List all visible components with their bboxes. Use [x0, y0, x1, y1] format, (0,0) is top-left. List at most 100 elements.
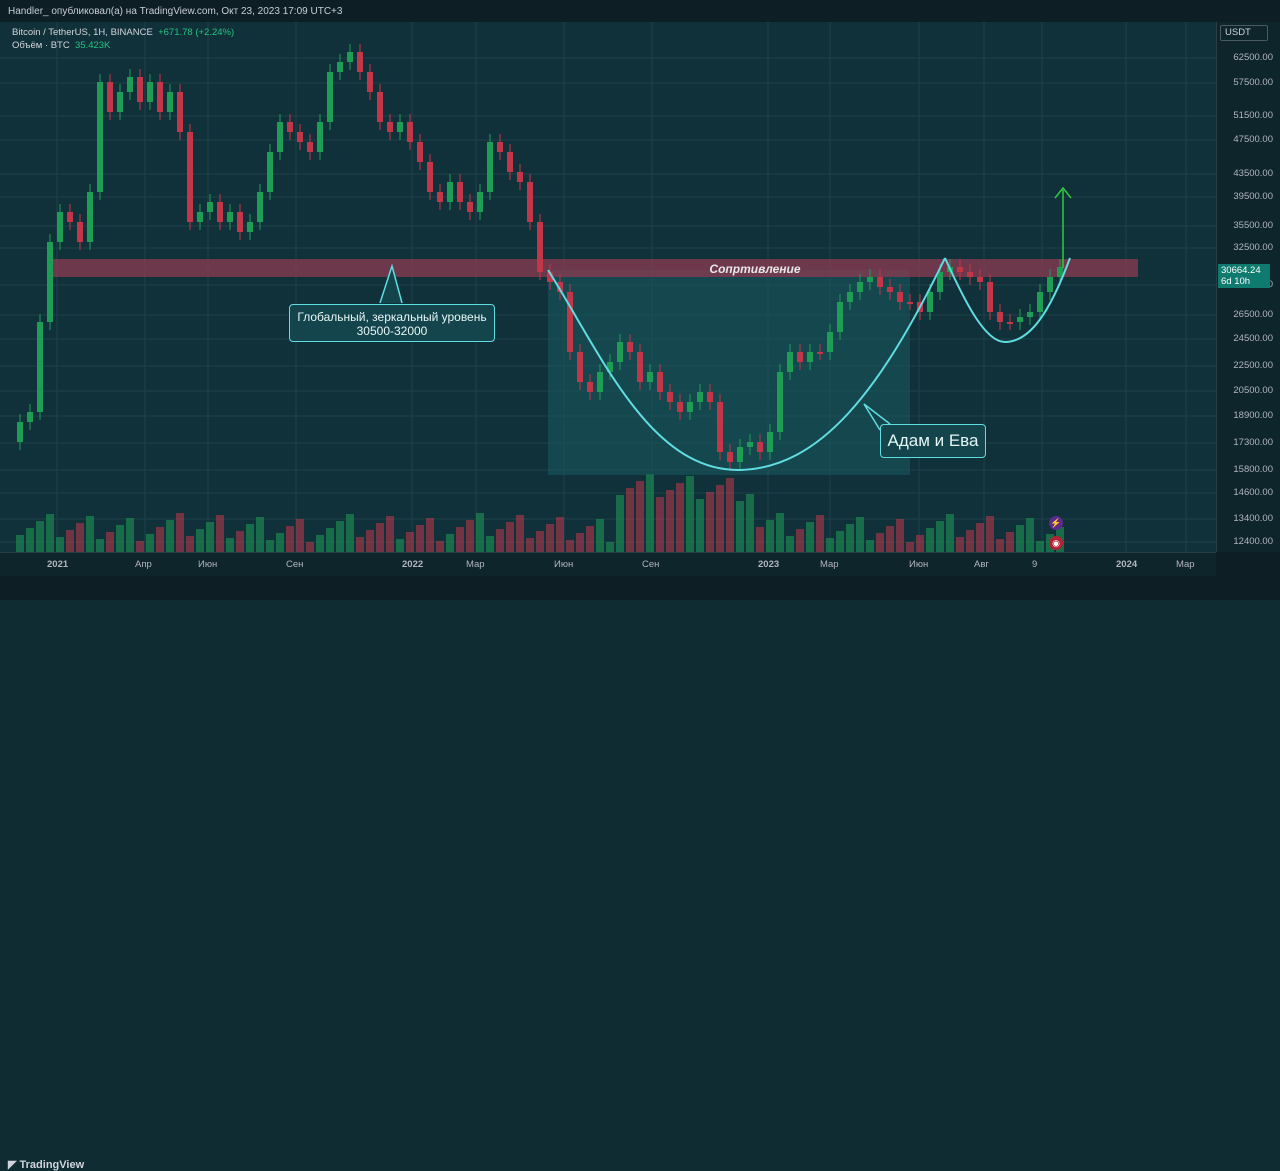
candle-body [417, 142, 423, 162]
candle-body [377, 92, 383, 122]
volume-bar [816, 515, 824, 552]
price-tick: 13400.00 [1233, 513, 1273, 524]
volume-bar [356, 537, 364, 552]
price-chart[interactable] [0, 22, 1216, 552]
candle-body [977, 277, 983, 282]
volume-bar [306, 542, 314, 552]
candle-body [97, 82, 103, 192]
candle-body [797, 352, 803, 362]
time-tick: Сен [286, 559, 304, 570]
price-tick: 20500.00 [1233, 385, 1273, 396]
volume-bar [1016, 525, 1024, 552]
volume-bar [446, 534, 454, 552]
volume-bar [656, 497, 664, 552]
candle-body [1007, 322, 1013, 324]
volume-bar [996, 539, 1004, 552]
adam-eve-eve-line [944, 257, 1071, 344]
candle-body [647, 372, 653, 382]
volume-bar [846, 524, 854, 552]
candle-body [787, 352, 793, 372]
candle-body [177, 92, 183, 132]
price-tick: 26500.00 [1233, 309, 1273, 320]
volume-bar [666, 490, 674, 552]
volume-bar [186, 536, 194, 552]
volume-bar [496, 529, 504, 552]
chart-legend: Bitcoin / TetherUS, 1H, BINANCE +671.78 … [12, 26, 234, 52]
volume-bar [96, 539, 104, 552]
candle-body [757, 442, 763, 452]
volume-bar [426, 518, 434, 552]
volume-bar [826, 538, 834, 552]
volume-bar [26, 528, 34, 552]
candle-body [697, 392, 703, 402]
time-tick: Июн [909, 559, 929, 570]
candle-body [867, 277, 873, 282]
volume-bar [436, 541, 444, 552]
volume-bar [796, 529, 804, 552]
price-tick: 62500.00 [1233, 52, 1273, 63]
volume-bar [176, 513, 184, 552]
level-callout[interactable]: Глобальный, зеркальный уровень 30500-320… [289, 304, 495, 342]
volume-bar [956, 537, 964, 552]
candle-body [707, 392, 713, 402]
volume-bar [466, 520, 474, 552]
pattern-callout[interactable]: Адам и Ева [880, 424, 986, 458]
candle-body [627, 342, 633, 352]
level-callout-pointer [379, 263, 403, 304]
volume-bar [986, 516, 994, 552]
price-tick: 35500.00 [1233, 220, 1273, 231]
candle-body [467, 202, 473, 212]
candle-body [597, 372, 603, 392]
price-tick: 51500.00 [1233, 110, 1273, 121]
volume-bar [716, 485, 724, 552]
volume-bar [546, 524, 554, 552]
candle-body [497, 142, 503, 152]
volume-bar [346, 514, 354, 552]
time-axis[interactable]: 2021 Апр Июн Сен 2022 Мар Июн Сен 2023 Мар Июн Авг 9… [0, 552, 1216, 577]
volume-bar [646, 474, 654, 552]
flash-icon[interactable]: ⚡ [1049, 516, 1063, 530]
candle-body [27, 412, 33, 422]
time-tick: Мар [466, 559, 485, 570]
volume-bar [416, 525, 424, 552]
volume-bar [936, 521, 944, 552]
volume-bar [316, 535, 324, 552]
candle-body [677, 402, 683, 412]
currency-button[interactable]: USDT [1220, 25, 1268, 41]
candle-body [557, 282, 563, 292]
volume-bar [786, 536, 794, 552]
volume-bar [746, 494, 754, 552]
candle-body [207, 202, 213, 212]
volume-bar [976, 523, 984, 552]
price-change: +671.78 (+2.24%) [158, 27, 235, 38]
candle-body [667, 392, 673, 402]
volume-value: 35.423K [75, 40, 111, 51]
volume-bar [376, 523, 384, 552]
candle-body [387, 122, 393, 132]
volume-bar [396, 539, 404, 552]
volume-bar [586, 526, 594, 552]
candle-body [247, 222, 253, 232]
flag-icon[interactable]: ◉ [1049, 536, 1063, 550]
price-tick: 57500.00 [1233, 77, 1273, 88]
time-tick: Авг [974, 559, 989, 570]
volume-bar [1006, 532, 1014, 552]
candle-body [67, 212, 73, 222]
price-tick: 47500.00 [1233, 134, 1273, 145]
candle-body [287, 122, 293, 132]
volume-bar [286, 526, 294, 552]
candle-body [747, 442, 753, 447]
volume-bar [366, 530, 374, 552]
volume-bar [596, 519, 604, 552]
volume-bar [16, 535, 24, 552]
volume-bar [146, 534, 154, 552]
tradingview-logo[interactable]: ◤ TradingView [8, 1158, 84, 1171]
symbol-line: Bitcoin / TetherUS, 1H, BINANCE [12, 27, 153, 38]
candle-body [457, 182, 463, 202]
resistance-zone [50, 259, 1138, 277]
volume-bar [166, 520, 174, 552]
volume-bar [766, 520, 774, 552]
chart-area[interactable] [0, 22, 1216, 552]
volume-bar [296, 519, 304, 552]
volume-bar [106, 532, 114, 552]
